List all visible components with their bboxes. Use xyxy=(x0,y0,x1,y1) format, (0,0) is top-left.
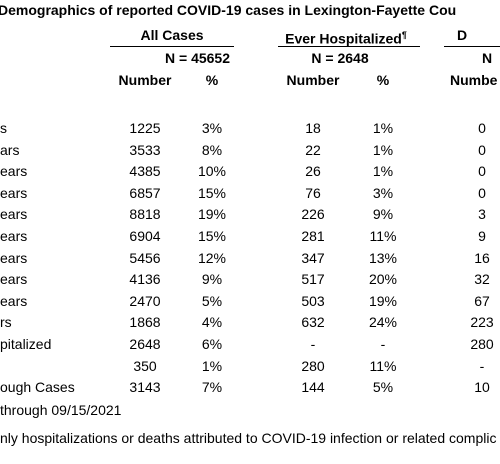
cell: 76 xyxy=(305,184,321,201)
cell: 223 xyxy=(470,314,494,331)
cell: 632 xyxy=(301,314,325,331)
cell: 0 xyxy=(478,120,486,136)
cell: 3 xyxy=(478,206,486,223)
column-header: Number xyxy=(118,72,172,88)
cell: - xyxy=(310,336,316,352)
cell: 24% xyxy=(368,314,398,331)
cell: 0 xyxy=(478,141,486,158)
cell: 11% xyxy=(369,357,397,374)
row-label: ears xyxy=(0,249,28,266)
row-label: ears xyxy=(0,184,28,201)
cell: 347 xyxy=(301,249,325,266)
cell: 15% xyxy=(197,228,227,244)
cell: 9% xyxy=(372,206,394,223)
cell: 1225 xyxy=(129,120,161,136)
cell: 144 xyxy=(301,379,325,396)
title: Demographics of reported COVID-19 cases … xyxy=(0,2,457,18)
cell: 19% xyxy=(197,206,227,223)
cell: 3% xyxy=(372,184,394,201)
cell: 281 xyxy=(301,228,325,244)
cell: 280 xyxy=(301,357,325,374)
cell: - xyxy=(380,336,386,352)
cell: 6% xyxy=(201,336,223,352)
cell: 0 xyxy=(478,163,486,180)
cell: 18 xyxy=(305,120,321,136)
cell: 4136 xyxy=(129,271,161,288)
cell: 67 xyxy=(474,292,490,309)
cell: 4385 xyxy=(129,163,161,180)
row-label: pitalized xyxy=(0,336,52,352)
row-label: ears xyxy=(0,163,28,180)
cell: 7% xyxy=(201,379,223,396)
cell: 1% xyxy=(372,141,394,158)
cell: 517 xyxy=(301,271,325,288)
cell: 26 xyxy=(305,163,321,180)
cell: 2470 xyxy=(129,292,161,309)
cell: 4% xyxy=(201,314,223,331)
cell: 6857 xyxy=(129,184,161,201)
row-label: ears xyxy=(0,292,28,309)
cell: 20% xyxy=(368,271,398,288)
cell: 5% xyxy=(372,379,394,396)
row-label: rs xyxy=(0,314,12,331)
cell: 32 xyxy=(474,271,490,288)
group-underline xyxy=(444,46,500,47)
cell: 11% xyxy=(369,228,397,244)
row-label: ars xyxy=(0,141,20,158)
column-header: Numbe xyxy=(450,72,498,88)
cell: 12% xyxy=(197,249,227,266)
row-label: ears xyxy=(0,271,28,288)
cell: 5% xyxy=(201,292,223,309)
row-label: ears xyxy=(0,206,28,223)
cell: 280 xyxy=(470,336,494,352)
group-count: N = 45652 xyxy=(165,50,230,66)
cell: 1% xyxy=(201,357,223,374)
cell: 9% xyxy=(201,271,223,288)
cell: 15% xyxy=(197,184,227,201)
cell: 2648 xyxy=(129,336,161,352)
cell: 6904 xyxy=(129,228,161,244)
cell: 10 xyxy=(474,379,490,396)
cell: 5456 xyxy=(129,249,161,266)
column-header: % xyxy=(376,72,390,88)
cell: 1% xyxy=(372,163,394,180)
cell: 3533 xyxy=(129,141,161,158)
cell: 13% xyxy=(368,249,398,266)
cell: - xyxy=(479,357,485,374)
footnote-mark: ¶ xyxy=(401,30,407,40)
group-header: Ever Hospitalized¶ xyxy=(285,30,407,47)
cell: 8818 xyxy=(129,206,161,223)
group-count: N xyxy=(481,50,493,66)
cell: 1% xyxy=(372,120,394,136)
group-header: All Cases xyxy=(140,27,204,43)
cell: 10% xyxy=(197,163,227,180)
cell: 3% xyxy=(201,120,223,136)
cell: 9 xyxy=(478,228,486,244)
group-underline xyxy=(278,46,420,47)
column-header: % xyxy=(205,72,219,88)
cell: 16 xyxy=(474,249,490,266)
cell: 3143 xyxy=(129,379,161,396)
cell: 350 xyxy=(133,357,157,374)
cell: 226 xyxy=(301,206,325,223)
row-label: s xyxy=(0,120,7,136)
row-label: ough Cases xyxy=(0,379,75,396)
cell: 503 xyxy=(301,292,325,309)
column-header: Number xyxy=(286,72,340,88)
cell: 1868 xyxy=(129,314,161,331)
row-label: ears xyxy=(0,228,28,244)
cell: 0 xyxy=(478,184,486,201)
cell: 8% xyxy=(201,141,223,158)
cell: 22 xyxy=(305,141,321,158)
cell: 19% xyxy=(368,292,398,309)
footnote: nly hospitalizations or deaths attribute… xyxy=(0,430,497,446)
group-count: N = 2648 xyxy=(311,50,369,66)
group-underline xyxy=(110,46,234,47)
footnote: through 09/15/2021 xyxy=(0,402,122,418)
group-header: D xyxy=(456,27,468,43)
